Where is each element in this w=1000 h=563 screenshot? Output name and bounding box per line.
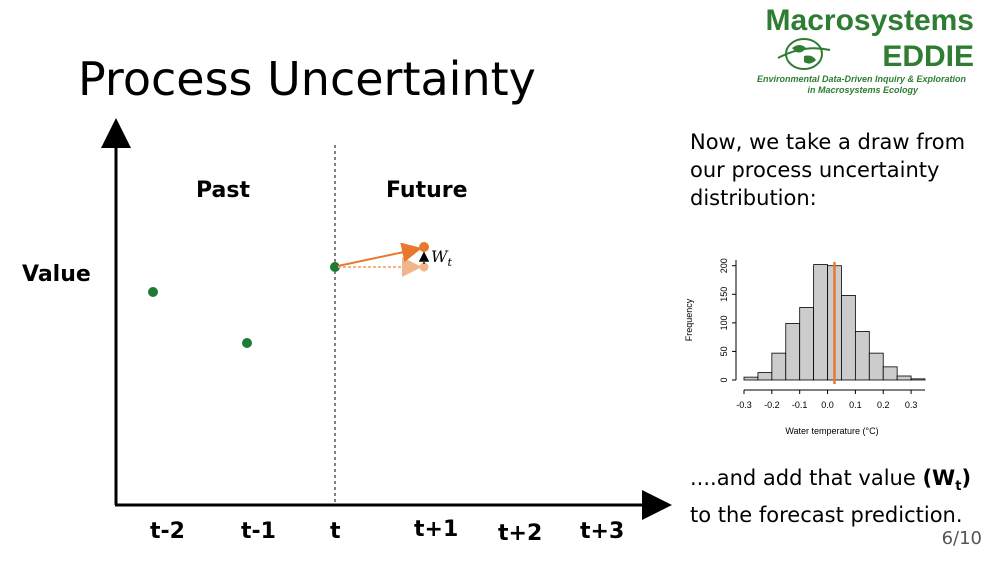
histogram-bar	[896, 375, 912, 381]
hist-x-tick-label: -0.2	[764, 400, 780, 410]
hist-x-tick-label: 0.0	[821, 400, 834, 410]
hist-y-tick-label: 100	[719, 315, 729, 330]
conclusion-w: (W	[922, 466, 956, 490]
observation-point-t-1	[242, 338, 252, 348]
histogram-bar	[799, 307, 815, 381]
forecast-mean-point	[419, 262, 429, 272]
hist-x-tick-label: 0.1	[849, 400, 862, 410]
explanation-intro: Now, we take a draw from our process unc…	[690, 130, 966, 210]
past-label: Past	[196, 178, 250, 203]
conclusion-close: )	[961, 466, 972, 490]
observation-point-t	[330, 262, 340, 272]
conclusion-post: to the forecast prediction.	[690, 503, 963, 528]
conclusion-pre: ....and add that value	[690, 466, 923, 490]
histogram-bar	[743, 376, 759, 381]
hist-x-tick-label: -0.3	[736, 400, 752, 410]
forecast-noise-point	[419, 242, 429, 252]
hist-x-tick-label: -0.1	[792, 400, 808, 410]
hist-y-tick-label: 0	[719, 377, 729, 382]
hist-x-tick-label: 0.3	[905, 400, 918, 410]
hist-x-label: Water temperature (°C)	[785, 426, 878, 436]
histogram-bar	[841, 295, 856, 381]
histogram-bar	[868, 352, 884, 381]
histogram-bar	[785, 323, 801, 381]
future-label: Future	[386, 178, 468, 203]
x-tick-label: t+3	[580, 519, 624, 544]
hist-x-tick-label: 0.2	[877, 400, 890, 410]
process-uncertainty-histogram: -0.3 -0.2 -0.1 0.0 0.1 0.2 0.3 0 50 100 150 200 Wa…	[684, 258, 926, 436]
page-number: 6/10	[941, 528, 982, 549]
histogram-bar	[910, 378, 926, 381]
forecast-with-noise-arrow	[337, 242, 422, 267]
histogram-bar	[757, 372, 773, 381]
macrosystems-eddie-logo: Macrosystems EDDIE Environmental Data-Dr…	[744, 4, 974, 96]
globe-icon	[777, 38, 831, 70]
x-tick-label: t-1	[241, 519, 276, 544]
hist-y-tick-label: 200	[719, 258, 729, 273]
logo-line1: Macrosystems	[765, 4, 974, 37]
hist-y-label: Frequency	[684, 298, 694, 341]
logo-tagline2: in Macrosystems Ecology	[807, 85, 918, 95]
forecast-diagram: Value Past Future t-2 t-1 t t+1 t+2 t+3 …	[22, 118, 672, 546]
observation-point-t-2	[148, 287, 158, 297]
y-axis-label: Value	[22, 262, 91, 287]
explanation-conclusion: ....and add that value (Wt) to the foreca…	[690, 464, 990, 529]
w-label: Wt	[431, 247, 452, 269]
w-label-main: W	[431, 247, 449, 266]
logo-tagline1: Environmental Data-Driven Inquiry & Expl…	[756, 74, 966, 84]
x-tick-label: t-2	[150, 519, 185, 544]
histogram-bar	[882, 366, 898, 381]
x-tick-label: t	[330, 519, 341, 544]
histogram-bar	[771, 352, 787, 381]
slide-title: Process Uncertainty	[78, 52, 536, 106]
hist-y-tick-label: 150	[719, 287, 729, 302]
x-tick-label: t+1	[414, 517, 458, 542]
conclusion-sub: t	[955, 479, 962, 495]
logo-line2: EDDIE	[882, 40, 974, 73]
histogram-bar	[813, 264, 828, 381]
histogram-bar	[854, 331, 870, 381]
x-tick-label: t+2	[498, 521, 542, 546]
hist-y-tick-label: 50	[719, 346, 729, 356]
w-label-sub: t	[447, 256, 452, 269]
